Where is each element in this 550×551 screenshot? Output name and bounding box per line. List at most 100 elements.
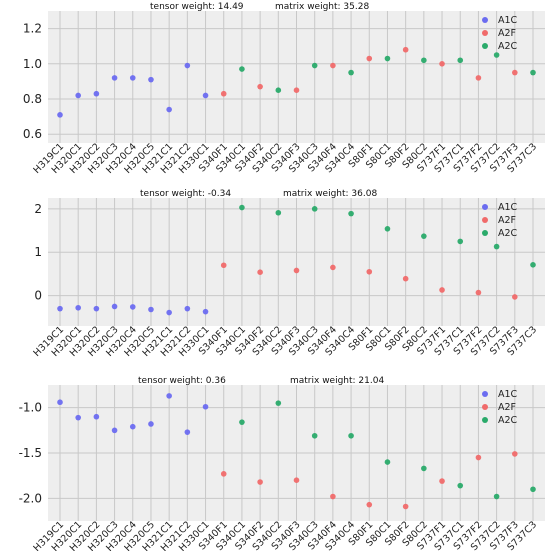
- y-tick-label: -2.0: [19, 491, 42, 505]
- data-point-a2f: [366, 501, 373, 508]
- legend-marker-a2c: [482, 417, 488, 423]
- legend-entry-a2f: A2F: [498, 402, 516, 413]
- data-point-a2c: [348, 210, 354, 217]
- data-point-a2f: [293, 87, 300, 93]
- data-point-a2c: [421, 57, 427, 64]
- data-point-a1c: [57, 305, 63, 312]
- data-point-a1c: [129, 75, 136, 81]
- data-point-a1c: [184, 62, 191, 69]
- data-point-a2c: [239, 204, 245, 211]
- legend-entry-a1c: A1C: [498, 202, 518, 213]
- legend-marker-a2f: [482, 217, 488, 223]
- data-point-a1c: [184, 429, 191, 435]
- data-point-a2f: [366, 55, 373, 62]
- data-point-a1c: [111, 75, 118, 81]
- data-point-a2f: [512, 451, 518, 457]
- legend-marker-a2f: [482, 404, 488, 410]
- data-point-a2c: [275, 87, 282, 93]
- y-tick-label: 1.0: [23, 57, 42, 71]
- data-point-a2c: [384, 55, 391, 62]
- data-point-a2c: [421, 465, 427, 472]
- data-point-a2c: [457, 57, 464, 64]
- tensor-weight-label: tensor weight: 14.49: [150, 2, 244, 12]
- data-point-a2f: [220, 262, 227, 269]
- legend-marker-a1c: [482, 17, 488, 23]
- data-point-a2c: [239, 419, 245, 425]
- data-point-a2c: [311, 432, 318, 439]
- data-point-a2c: [457, 482, 464, 489]
- data-point-a1c: [202, 403, 209, 410]
- scatter-panel-3: -1.0-1.5-2.0H319C1H320C1H320C2H320C3H320…: [19, 376, 545, 551]
- data-point-a1c: [166, 106, 172, 113]
- data-point-a1c: [148, 306, 154, 313]
- y-tick-label: 1.2: [23, 22, 42, 36]
- data-point-a2f: [475, 75, 482, 81]
- data-point-a2c: [384, 459, 391, 465]
- data-point-a2c: [457, 238, 464, 245]
- data-point-a2f: [220, 90, 227, 97]
- data-point-a2c: [493, 52, 500, 58]
- data-point-a2f: [439, 478, 445, 484]
- data-point-a2f: [257, 479, 263, 485]
- data-point-a2f: [330, 493, 336, 500]
- data-point-a2f: [293, 267, 300, 274]
- y-tick-label: 0.6: [23, 127, 42, 141]
- data-point-a1c: [75, 92, 81, 99]
- data-point-a1c: [202, 92, 209, 99]
- data-point-a2c: [384, 226, 391, 232]
- data-point-a2c: [348, 69, 354, 76]
- data-point-a1c: [93, 90, 100, 97]
- y-tick-label: -1.0: [19, 401, 42, 415]
- y-tick-label: -1.5: [19, 446, 42, 460]
- legend-marker-a2c: [482, 43, 488, 49]
- matrix-weight-label: matrix weight: 36.08: [283, 189, 377, 199]
- data-point-a2f: [330, 264, 336, 271]
- data-point-a2c: [530, 486, 536, 493]
- data-point-a2f: [439, 61, 445, 67]
- data-point-a1c: [93, 305, 100, 312]
- data-point-a2f: [220, 471, 227, 477]
- data-point-a2f: [475, 454, 482, 461]
- data-point-a2f: [512, 69, 518, 76]
- data-point-a1c: [57, 399, 63, 406]
- data-point-a2c: [530, 69, 536, 76]
- data-point-a1c: [202, 308, 209, 315]
- tensor-weight-label: tensor weight: 0.36: [138, 376, 226, 386]
- data-point-a1c: [57, 112, 63, 118]
- data-point-a2f: [257, 83, 263, 90]
- data-point-a2f: [330, 62, 336, 69]
- scatter-panel-2: 012H319C1H320C1H320C2H320C3H320C4H320C5H…: [31, 189, 545, 359]
- data-point-a2f: [257, 269, 263, 275]
- data-point-a1c: [75, 414, 81, 421]
- data-point-a2f: [439, 287, 445, 293]
- legend-marker-a1c: [482, 204, 488, 210]
- data-point-a2c: [311, 62, 318, 69]
- legend-entry-a1c: A1C: [498, 389, 518, 400]
- data-point-a2c: [348, 432, 354, 439]
- legend-marker-a2c: [482, 230, 488, 236]
- legend-entry-a2c: A2C: [498, 228, 518, 239]
- y-tick-label: 2: [34, 202, 42, 216]
- data-point-a2c: [493, 243, 500, 250]
- legend-marker-a2f: [482, 30, 488, 36]
- data-point-a2c: [311, 206, 318, 212]
- legend-entry-a2c: A2C: [498, 415, 518, 426]
- legend-entry-a2f: A2F: [498, 28, 516, 39]
- legend-entry-a2f: A2F: [498, 215, 516, 226]
- tensor-weight-label: tensor weight: -0.34: [140, 189, 231, 199]
- data-point-a1c: [129, 423, 136, 430]
- data-point-a1c: [129, 304, 136, 310]
- data-point-a1c: [148, 421, 154, 427]
- data-point-a2c: [275, 209, 282, 216]
- data-point-a1c: [111, 427, 118, 434]
- data-point-a2f: [366, 268, 373, 275]
- data-point-a1c: [184, 305, 191, 312]
- data-point-a2c: [493, 493, 500, 500]
- data-point-a2c: [239, 66, 245, 72]
- matrix-weight-label: matrix weight: 35.28: [275, 2, 369, 12]
- data-point-a1c: [75, 304, 81, 311]
- y-tick-label: 0.8: [23, 92, 42, 106]
- data-point-a2c: [275, 400, 282, 406]
- matrix-weight-label: matrix weight: 21.04: [290, 376, 384, 386]
- data-point-a1c: [93, 413, 100, 420]
